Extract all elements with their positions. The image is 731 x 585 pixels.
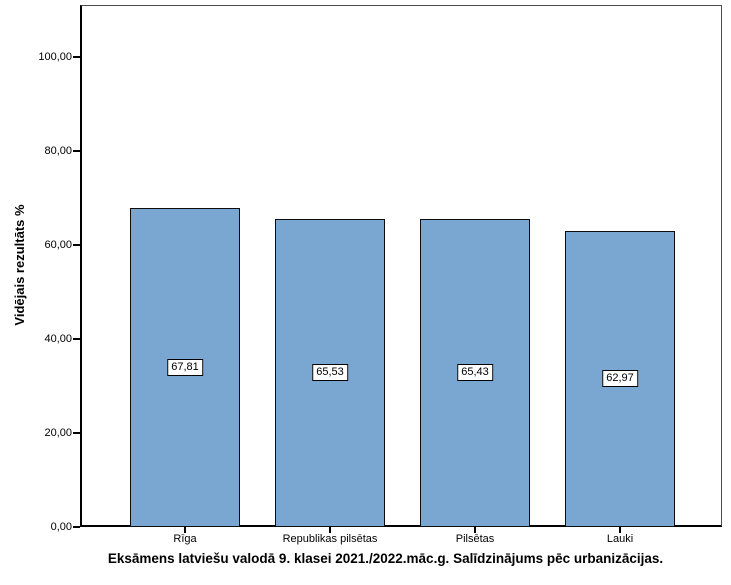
y-axis-tick-label: 20,00: [44, 426, 72, 439]
y-axis-tick-label: 60,00: [44, 238, 72, 251]
x-axis-tick-mark: [329, 527, 331, 533]
y-axis-tick-mark: [73, 243, 80, 246]
y-axis-tick-mark: [73, 526, 80, 528]
bar-value-label: 62,97: [602, 369, 638, 387]
bar-3: 62,97: [565, 230, 675, 527]
bar-2: 65,43: [420, 219, 530, 527]
chart-title: Eksāmens latviešu valodā 9. klasei 2021.…: [107, 551, 664, 566]
y-axis-tick-mark: [73, 55, 80, 58]
y-axis-tick-mark: [73, 431, 80, 434]
bar-0: 67,81: [130, 208, 240, 527]
y-axis-tick-mark: [73, 337, 80, 340]
y-axis-tick-label: 100,00: [38, 50, 72, 63]
y-axis-tick-label: 40,00: [44, 332, 72, 345]
y-axis-tick-label: 80,00: [44, 144, 72, 157]
bar-1: 65,53: [275, 218, 385, 527]
y-axis-tick-mark: [73, 149, 80, 152]
bar-value-label: 65,43: [457, 364, 493, 382]
x-axis-category-label: Republikas pilsētas: [282, 533, 378, 545]
x-axis-category-label: Lauki: [606, 533, 634, 545]
x-axis-tick-mark: [619, 527, 621, 533]
x-axis-tick-mark: [184, 527, 186, 533]
x-axis-category-label: Pilsētas: [455, 533, 495, 545]
x-axis-tick-mark: [474, 527, 476, 533]
y-axis-title: Vidējais rezultāts %: [12, 204, 27, 326]
y-axis-tick-label: 0,00: [50, 521, 72, 533]
bar-value-label: 65,53: [312, 363, 348, 381]
bar-value-label: 67,81: [167, 358, 203, 376]
x-axis-category-label: Rīga: [173, 533, 197, 545]
